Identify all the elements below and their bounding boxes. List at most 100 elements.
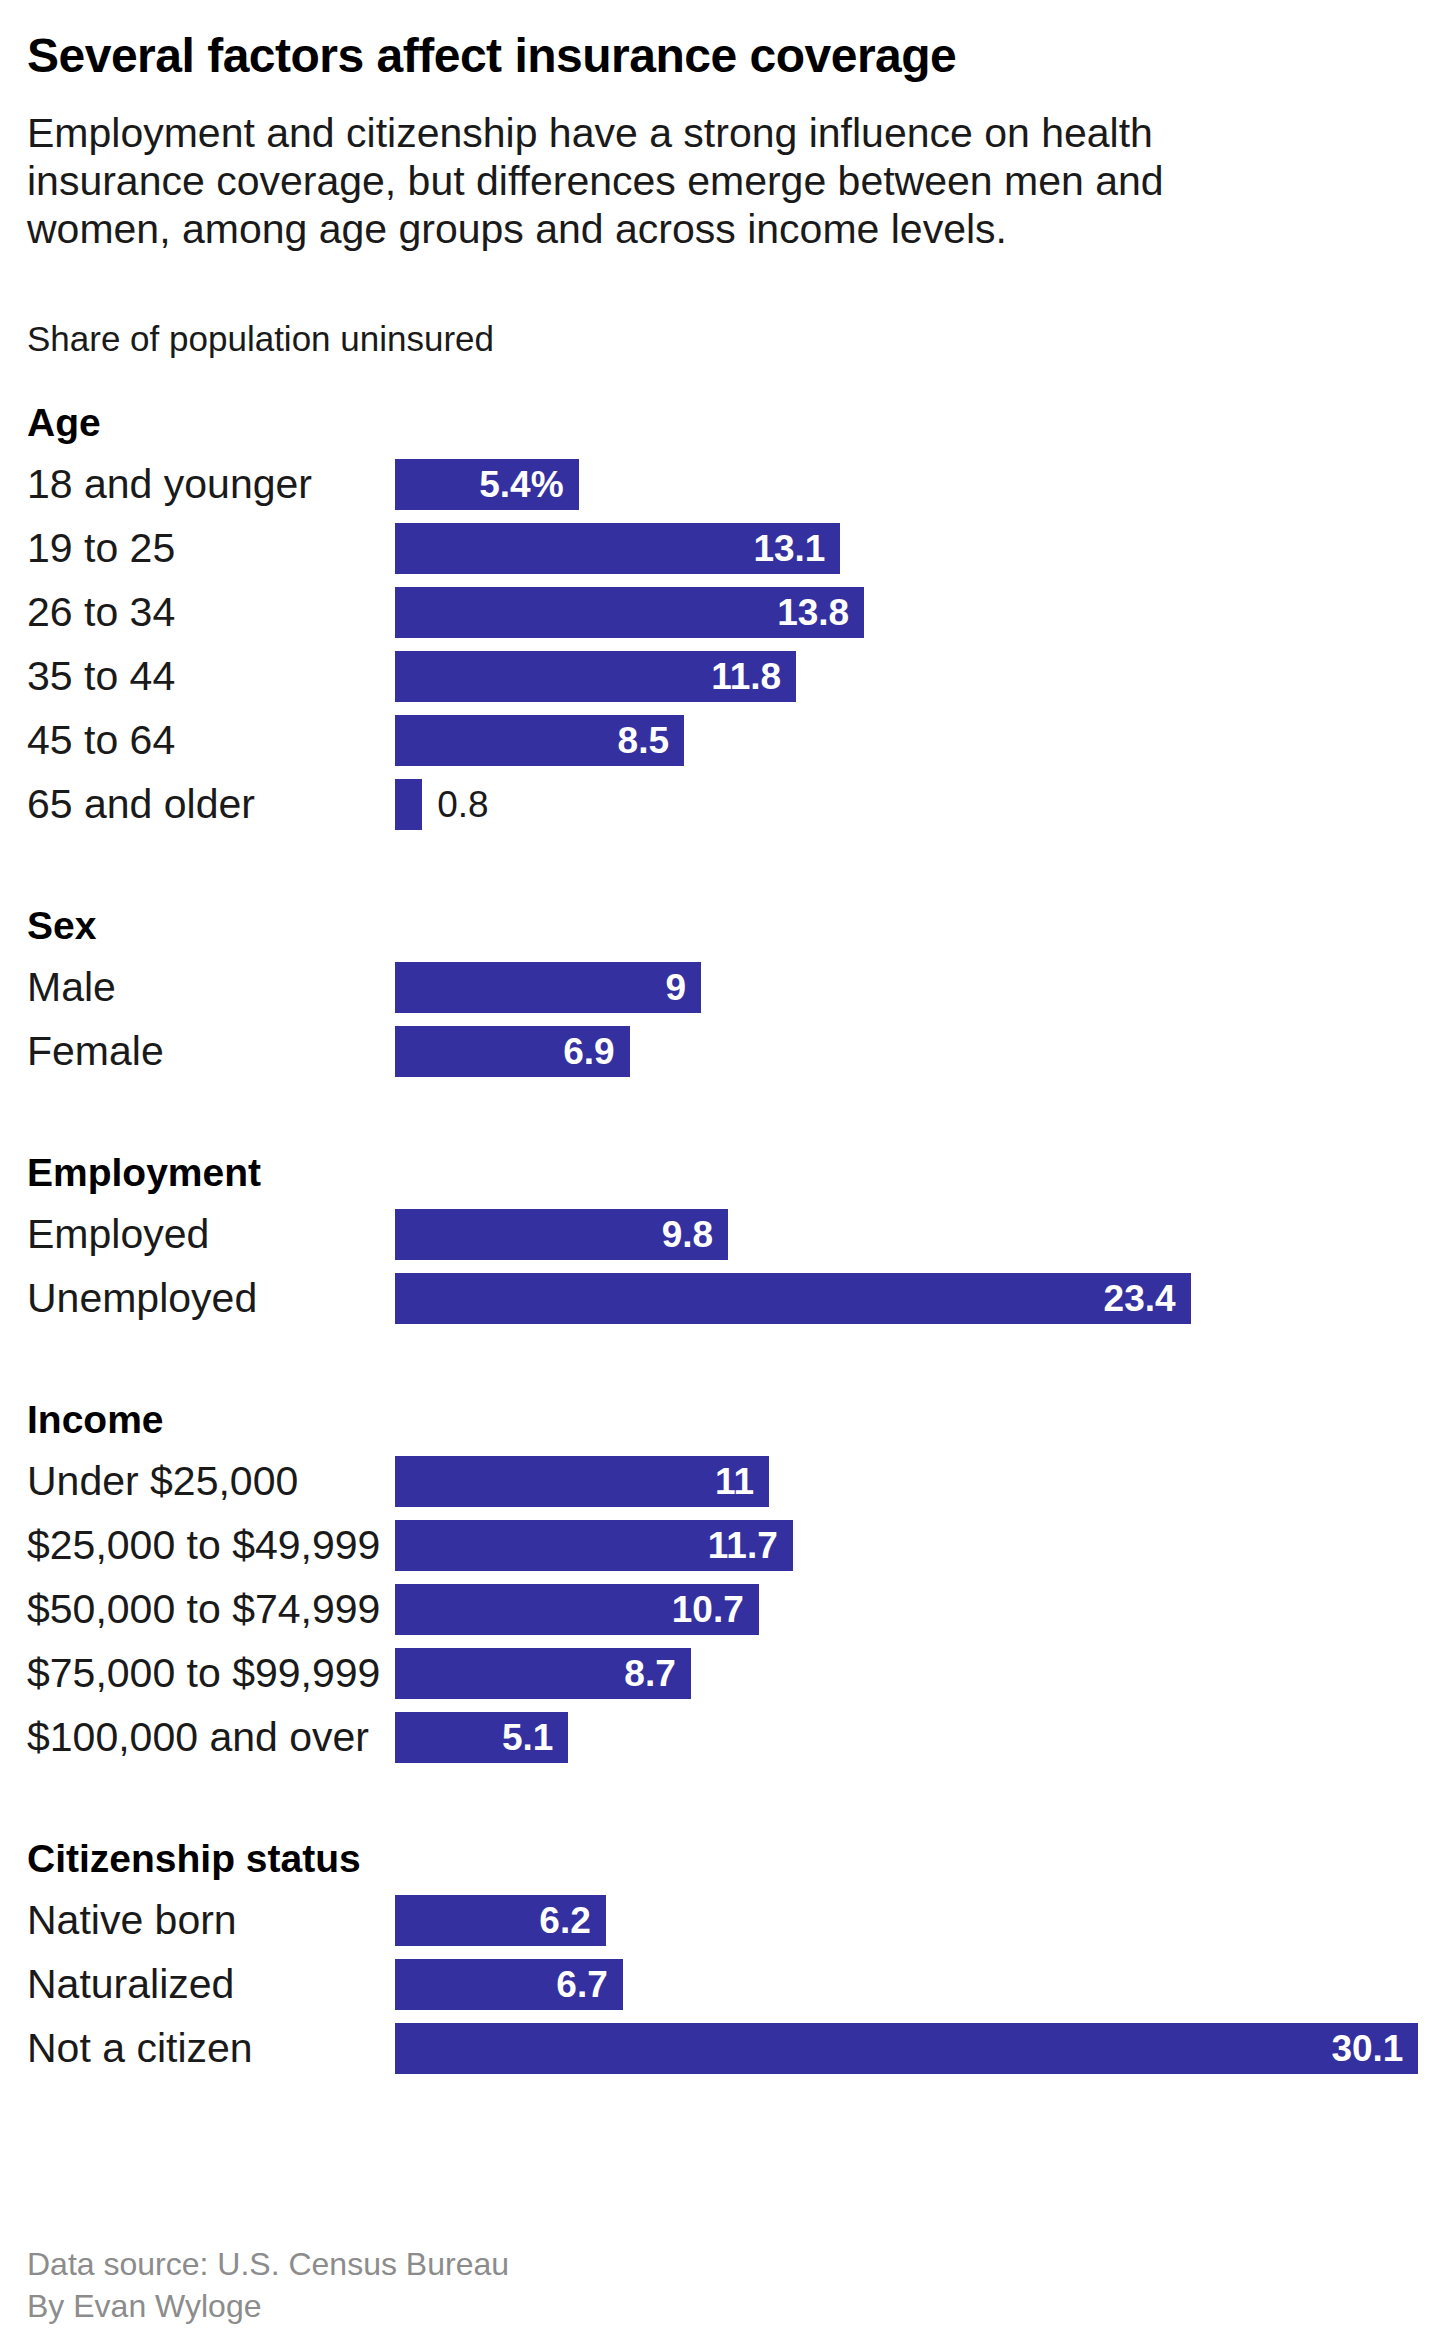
category-label: Naturalized: [27, 1962, 395, 2007]
bar-track: 10.7: [395, 1584, 1440, 1635]
category-label: 35 to 44: [27, 654, 395, 699]
bar: 11.8: [395, 651, 796, 702]
bar: 8.7: [395, 1648, 691, 1699]
bar-row: 35 to 44 11.8: [27, 651, 1440, 702]
bar-track: 6.2: [395, 1895, 1440, 1946]
category-label: Not a citizen: [27, 2026, 395, 2071]
bar: 5.1: [395, 1712, 568, 1763]
value-label: 0.8: [437, 786, 488, 823]
group-heading: Age: [27, 401, 1440, 445]
category-label: Under $25,000: [27, 1459, 395, 1504]
bar-track: 23.4: [395, 1273, 1440, 1324]
bar-track: 11: [395, 1456, 1440, 1507]
bar: 9: [395, 962, 701, 1013]
bar: [395, 779, 422, 830]
category-label: Native born: [27, 1898, 395, 1943]
chart-footer: Data source: U.S. Census Bureau By Evan …: [27, 2243, 509, 2327]
bar: 6.2: [395, 1895, 606, 1946]
bar: 8.5: [395, 715, 684, 766]
bar-track: 6.7: [395, 1959, 1440, 2010]
bar-row: 26 to 34 13.8: [27, 587, 1440, 638]
bar-row: $50,000 to $74,999 10.7: [27, 1584, 1440, 1635]
value-label: 11.7: [708, 1527, 793, 1564]
category-label: 65 and older: [27, 782, 395, 827]
bar: 11.7: [395, 1520, 793, 1571]
page-title: Several factors affect insurance coverag…: [27, 28, 1440, 83]
group-heading: Sex: [27, 904, 1440, 948]
category-label: Female: [27, 1029, 395, 1074]
bar-row: Not a citizen30.1: [27, 2023, 1440, 2074]
bar-track: 13.8: [395, 587, 1440, 638]
category-label: Male: [27, 965, 395, 1010]
bar-row: Under $25,000 11: [27, 1456, 1440, 1507]
bar: 13.8: [395, 587, 864, 638]
bar: 13.1: [395, 523, 840, 574]
category-label: Employed: [27, 1212, 395, 1257]
bar-track: 6.9: [395, 1026, 1440, 1077]
value-label: 10.7: [672, 1591, 759, 1628]
bar-row: Naturalized 6.7: [27, 1959, 1440, 2010]
infographic: Several factors affect insurance coverag…: [0, 0, 1440, 2341]
bar: 10.7: [395, 1584, 759, 1635]
bar-track: 9: [395, 962, 1440, 1013]
value-label: 11.8: [711, 658, 796, 695]
bar-track: 11.8: [395, 651, 1440, 702]
value-label: 13.8: [777, 594, 864, 631]
bar-row: 45 to 648.5: [27, 715, 1440, 766]
bar: 6.9: [395, 1026, 630, 1077]
bar: 11: [395, 1456, 769, 1507]
bar-row: Employed 9.8: [27, 1209, 1440, 1260]
chart-group-employment: Employment Employed 9.8 Unemployed 23.4: [27, 1151, 1440, 1324]
category-label: 19 to 25: [27, 526, 395, 571]
value-label: 6.9: [563, 1033, 629, 1070]
bar-row: 65 and older 0.8: [27, 779, 1440, 830]
category-label: Unemployed: [27, 1276, 395, 1321]
byline-label: By Evan Wyloge: [27, 2285, 509, 2327]
value-label: 5.4%: [479, 466, 578, 503]
category-label: $50,000 to $74,999: [27, 1587, 395, 1632]
bar-row: Male 9: [27, 962, 1440, 1013]
bar: 5.4%: [395, 459, 579, 510]
bar-row: Native born 6.2: [27, 1895, 1440, 1946]
bar-track: 5.1: [395, 1712, 1440, 1763]
bar-row: $100,000 and over 5.1: [27, 1712, 1440, 1763]
bar-chart: Age 18 and younger 5.4% 19 to 25 13.1 26 to 3…: [27, 401, 1440, 2074]
bar-row: 18 and younger 5.4%: [27, 459, 1440, 510]
value-label: 6.2: [539, 1902, 605, 1939]
bar-track: 0.8: [395, 779, 1440, 830]
page-subtitle: Employment and citizenship have a strong…: [27, 109, 1440, 253]
category-label: 18 and younger: [27, 462, 395, 507]
bar: 23.4: [395, 1273, 1191, 1324]
bar-track: 11.7: [395, 1520, 1440, 1571]
value-label: 9.8: [662, 1216, 728, 1253]
value-label: 6.7: [556, 1966, 622, 2003]
chart-group-sex: Sex Male 9 Female 6.9: [27, 904, 1440, 1077]
chart-group-income: IncomeUnder $25,00011$25,000 to $49,9991…: [27, 1398, 1440, 1763]
bar-row: Female 6.9: [27, 1026, 1440, 1077]
bar-track: 9.8: [395, 1209, 1440, 1260]
bar-track: 13.1: [395, 523, 1440, 574]
chart-group-citizenship-status: Citizenship status Native born 6.2 Naturali…: [27, 1837, 1440, 2074]
bar: 6.7: [395, 1959, 623, 2010]
value-label: 9: [665, 969, 701, 1006]
chart-group-age: Age 18 and younger 5.4% 19 to 25 13.1 26 to 3…: [27, 401, 1440, 830]
value-label: 23.4: [1104, 1280, 1191, 1317]
value-label: 11: [715, 1463, 769, 1500]
bar: 9.8: [395, 1209, 728, 1260]
bar: 30.1: [395, 2023, 1418, 2074]
bar-row: $75,000 to $99,9998.7: [27, 1648, 1440, 1699]
category-label: 45 to 64: [27, 718, 395, 763]
bar-track: 30.1: [395, 2023, 1440, 2074]
chart-units-label: Share of population uninsured: [27, 319, 1440, 359]
bar-track: 5.4%: [395, 459, 1440, 510]
category-label: $75,000 to $99,999: [27, 1651, 395, 1696]
category-label: $25,000 to $49,999: [27, 1523, 395, 1568]
bar-row: Unemployed 23.4: [27, 1273, 1440, 1324]
group-heading: Citizenship status: [27, 1837, 1440, 1881]
data-source-label: Data source: U.S. Census Bureau: [27, 2243, 509, 2285]
value-label: 13.1: [753, 530, 840, 567]
value-label: 5.1: [502, 1719, 568, 1756]
category-label: $100,000 and over: [27, 1715, 395, 1760]
category-label: 26 to 34: [27, 590, 395, 635]
group-heading: Employment: [27, 1151, 1440, 1195]
